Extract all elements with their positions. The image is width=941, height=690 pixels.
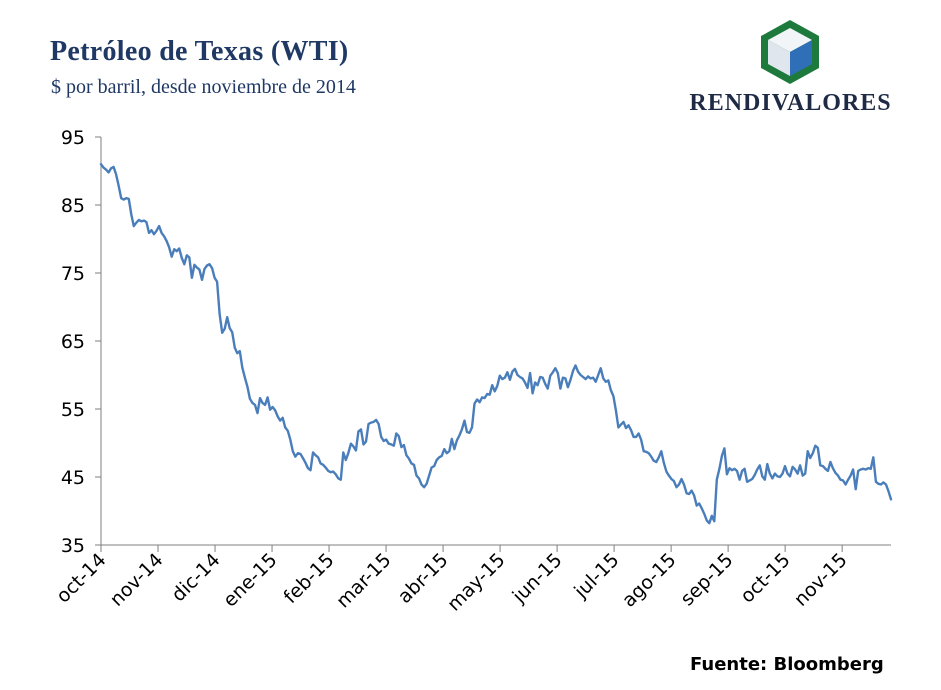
- y-tick-label: 55: [61, 399, 85, 421]
- y-tick-label: 45: [61, 467, 85, 489]
- y-tick-label: 65: [61, 331, 85, 353]
- x-tick-label: ago-15: [618, 549, 681, 612]
- chart-subtitle: $ por barril, desde noviembre de 2014: [51, 76, 356, 98]
- x-tick-label: dic-14: [167, 549, 224, 606]
- y-tick-label: 35: [61, 535, 85, 557]
- x-tick-label: may-15: [443, 549, 510, 616]
- y-tick-label: 75: [61, 263, 85, 285]
- x-tick-label: nov-15: [790, 549, 852, 611]
- source-note: Fuente: Bloomberg: [690, 654, 884, 675]
- x-tick-label: oct-14: [52, 549, 110, 607]
- x-tick-label: feb-15: [280, 549, 339, 608]
- x-tick-label: jul-15: [569, 549, 623, 603]
- x-tick-label: nov-14: [106, 549, 168, 611]
- series-line-wti: [99, 162, 893, 525]
- x-tick-label: ene-15: [219, 549, 282, 612]
- chart-title: Petróleo de Texas (WTI): [50, 36, 349, 67]
- cube-logo-icon: [761, 20, 819, 84]
- x-tick-label: mar-15: [332, 549, 395, 612]
- y-tick-label: 85: [61, 195, 85, 217]
- x-tick-label: oct-15: [736, 549, 794, 607]
- y-tick-label: 95: [61, 127, 85, 149]
- x-tick-label: sep-15: [676, 549, 737, 610]
- brand-name: RENDIVALORES: [689, 90, 892, 116]
- brand-logo: RENDIVALORES: [683, 18, 898, 118]
- x-tick-label: jun-15: [508, 549, 567, 608]
- series-group: [99, 162, 893, 525]
- y-axis: 35 45 55 65 75 85 95: [61, 127, 102, 557]
